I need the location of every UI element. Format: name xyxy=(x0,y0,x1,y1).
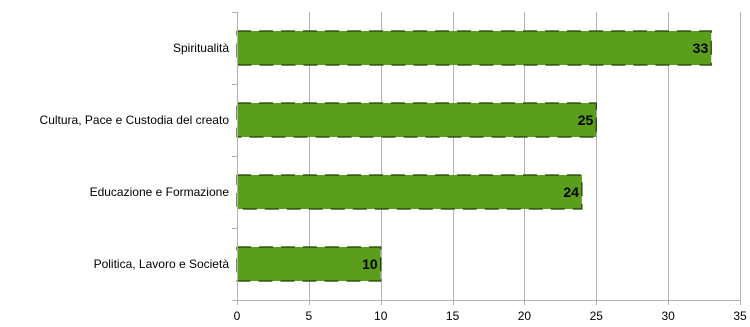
x-tick-label-35: 35 xyxy=(733,309,747,323)
category-label-0: Spiritualità xyxy=(173,41,229,55)
bar-1 xyxy=(236,102,597,138)
x-tick-label-10: 10 xyxy=(374,309,388,323)
category-label-1: Cultura, Pace e Custodia del creato xyxy=(40,113,230,127)
data-label-0: 33 xyxy=(693,40,709,56)
bar-2 xyxy=(236,174,583,210)
labels: 33 Spiritualità 25 Cultura, Pace e Custodia… xyxy=(40,40,747,323)
bars xyxy=(236,30,712,282)
x-tick-label-30: 30 xyxy=(661,309,675,323)
data-label-3: 10 xyxy=(362,256,378,272)
x-tick-label-20: 20 xyxy=(518,309,532,323)
category-label-3: Politica, Lavoro e Società xyxy=(94,257,230,271)
category-label-2: Educazione e Formazione xyxy=(90,185,230,199)
x-tick-label-15: 15 xyxy=(446,309,460,323)
x-tick-label-5: 5 xyxy=(306,309,313,323)
x-tick-label-25: 25 xyxy=(590,309,604,323)
x-tick-label-0: 0 xyxy=(234,309,241,323)
bar-0 xyxy=(236,30,712,66)
data-label-2: 24 xyxy=(563,184,579,200)
axes xyxy=(232,12,741,305)
bar-3 xyxy=(236,246,382,282)
data-label-1: 25 xyxy=(578,112,594,128)
